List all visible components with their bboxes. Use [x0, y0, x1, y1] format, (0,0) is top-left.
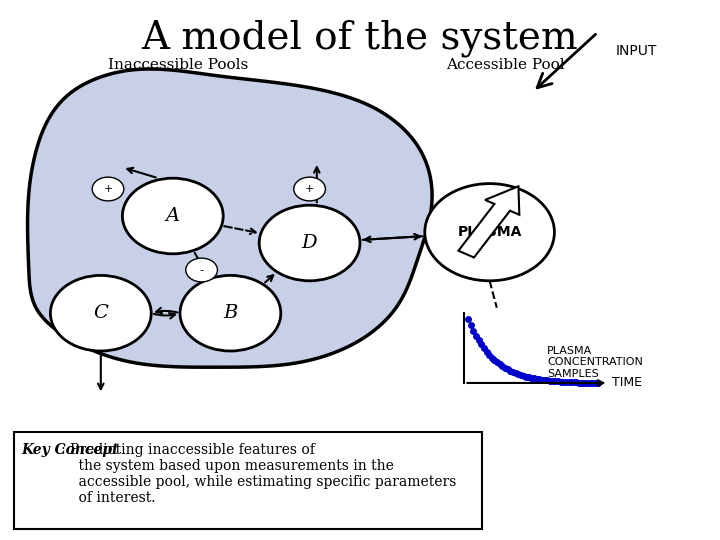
Text: Key Concept: Key Concept [22, 443, 119, 457]
Text: PLASMA
CONCENTRATION
SAMPLES: PLASMA CONCENTRATION SAMPLES [547, 346, 643, 379]
Circle shape [425, 184, 554, 281]
Text: INPUT: INPUT [616, 44, 657, 58]
Text: Inaccessible Pools: Inaccessible Pools [108, 58, 248, 72]
Text: +: + [305, 184, 315, 194]
Polygon shape [459, 186, 519, 258]
Circle shape [92, 177, 124, 201]
Text: A model of the system: A model of the system [142, 19, 578, 57]
Text: PLASMA: PLASMA [457, 225, 522, 239]
Circle shape [180, 275, 281, 351]
Circle shape [186, 258, 217, 282]
FancyBboxPatch shape [14, 432, 482, 529]
Text: : Predicting inaccessible features of
    the system based upon measurements in : : Predicting inaccessible features of th… [61, 443, 456, 505]
Circle shape [50, 275, 151, 351]
Text: TIME: TIME [612, 376, 642, 389]
Text: Accessible Pool: Accessible Pool [446, 58, 565, 72]
Circle shape [122, 178, 223, 254]
Text: A: A [166, 207, 180, 225]
Circle shape [294, 177, 325, 201]
Text: -: - [199, 265, 204, 275]
PathPatch shape [27, 69, 432, 367]
Circle shape [259, 205, 360, 281]
Text: C: C [94, 304, 108, 322]
Text: +: + [103, 184, 113, 194]
Text: B: B [223, 304, 238, 322]
Text: D: D [302, 234, 318, 252]
